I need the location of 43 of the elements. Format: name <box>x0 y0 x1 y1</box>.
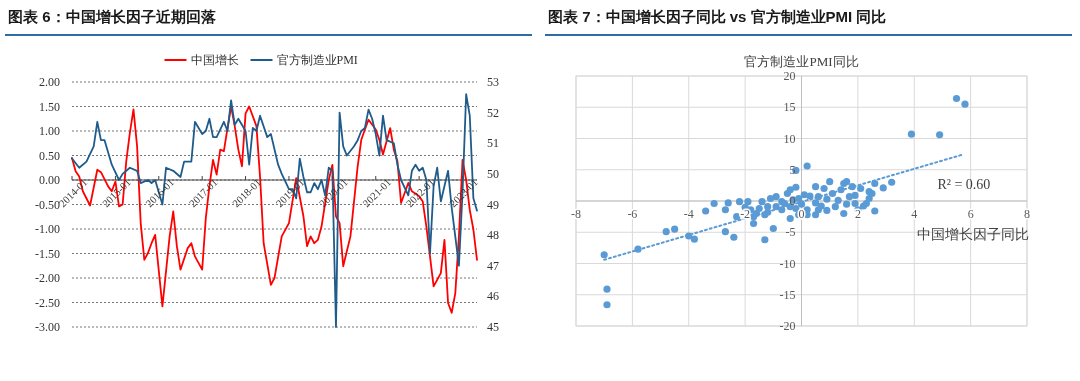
annotation: R² = 0.60 <box>937 176 991 192</box>
x-tick-label: -8 <box>571 207 581 221</box>
chart-title: 图表 6：中国增长因子近期回落 <box>8 8 217 25</box>
y-axis-title: 官方制造业PMI同比 <box>744 54 859 69</box>
y-tick-label: 15 <box>783 100 796 115</box>
y-tick-label: 0.00 <box>39 173 60 187</box>
y-tick-label: -0.50 <box>35 197 60 212</box>
x-tick-label: 4 <box>911 207 918 221</box>
y-tick-label: 5 <box>789 162 796 177</box>
y2-tick-label: 50 <box>487 166 499 181</box>
y-tick-label: 1.50 <box>39 99 60 114</box>
y-tick-label: -2.00 <box>35 271 60 285</box>
y-tick-label: 1.00 <box>39 124 60 138</box>
y-tick-label: 10 <box>783 131 796 146</box>
y2-tick-label: 48 <box>487 228 499 243</box>
y-tick-label: 20 <box>783 69 796 83</box>
y-tick-label: -10 <box>779 256 796 271</box>
x-tick-label: -6 <box>627 207 638 221</box>
x-tick-label: 8 <box>1024 207 1030 221</box>
legend-label: 官方制造业PMI <box>276 53 358 67</box>
x-axis-title: 中国增长因子同比 <box>917 227 1029 242</box>
y2-tick-label: 51 <box>487 136 499 151</box>
x-tick-label: -2 <box>740 207 751 221</box>
y-tick-label: -1.50 <box>35 246 60 261</box>
y-tick-label: 2.00 <box>39 75 60 89</box>
y2-tick-label: 47 <box>487 258 499 273</box>
x-tick-label: 0 <box>798 207 805 221</box>
y-tick-label: 0.50 <box>39 148 60 163</box>
y2-tick-label: 45 <box>487 320 499 334</box>
y2-tick-label: 46 <box>487 289 499 304</box>
y2-tick-label: 53 <box>487 75 499 89</box>
x-tick-label: 6 <box>967 207 974 221</box>
y-tick-label: -15 <box>779 287 796 302</box>
y-tick-label: -1.00 <box>35 222 60 236</box>
legend-label: 中国增长 <box>190 53 239 67</box>
x-tick-label: -4 <box>683 207 694 221</box>
y-tick-label: -2.50 <box>35 295 60 310</box>
y-tick-label: -3.00 <box>35 320 60 334</box>
y2-tick-label: 49 <box>487 197 499 212</box>
chart-title: 图表 7：中国增长因子同比 vs 官方制造业PMI 同比 <box>548 8 887 25</box>
y2-tick-label: 52 <box>487 105 499 120</box>
y-tick-label: -5 <box>785 225 796 240</box>
y-tick-label: -20 <box>779 319 796 333</box>
